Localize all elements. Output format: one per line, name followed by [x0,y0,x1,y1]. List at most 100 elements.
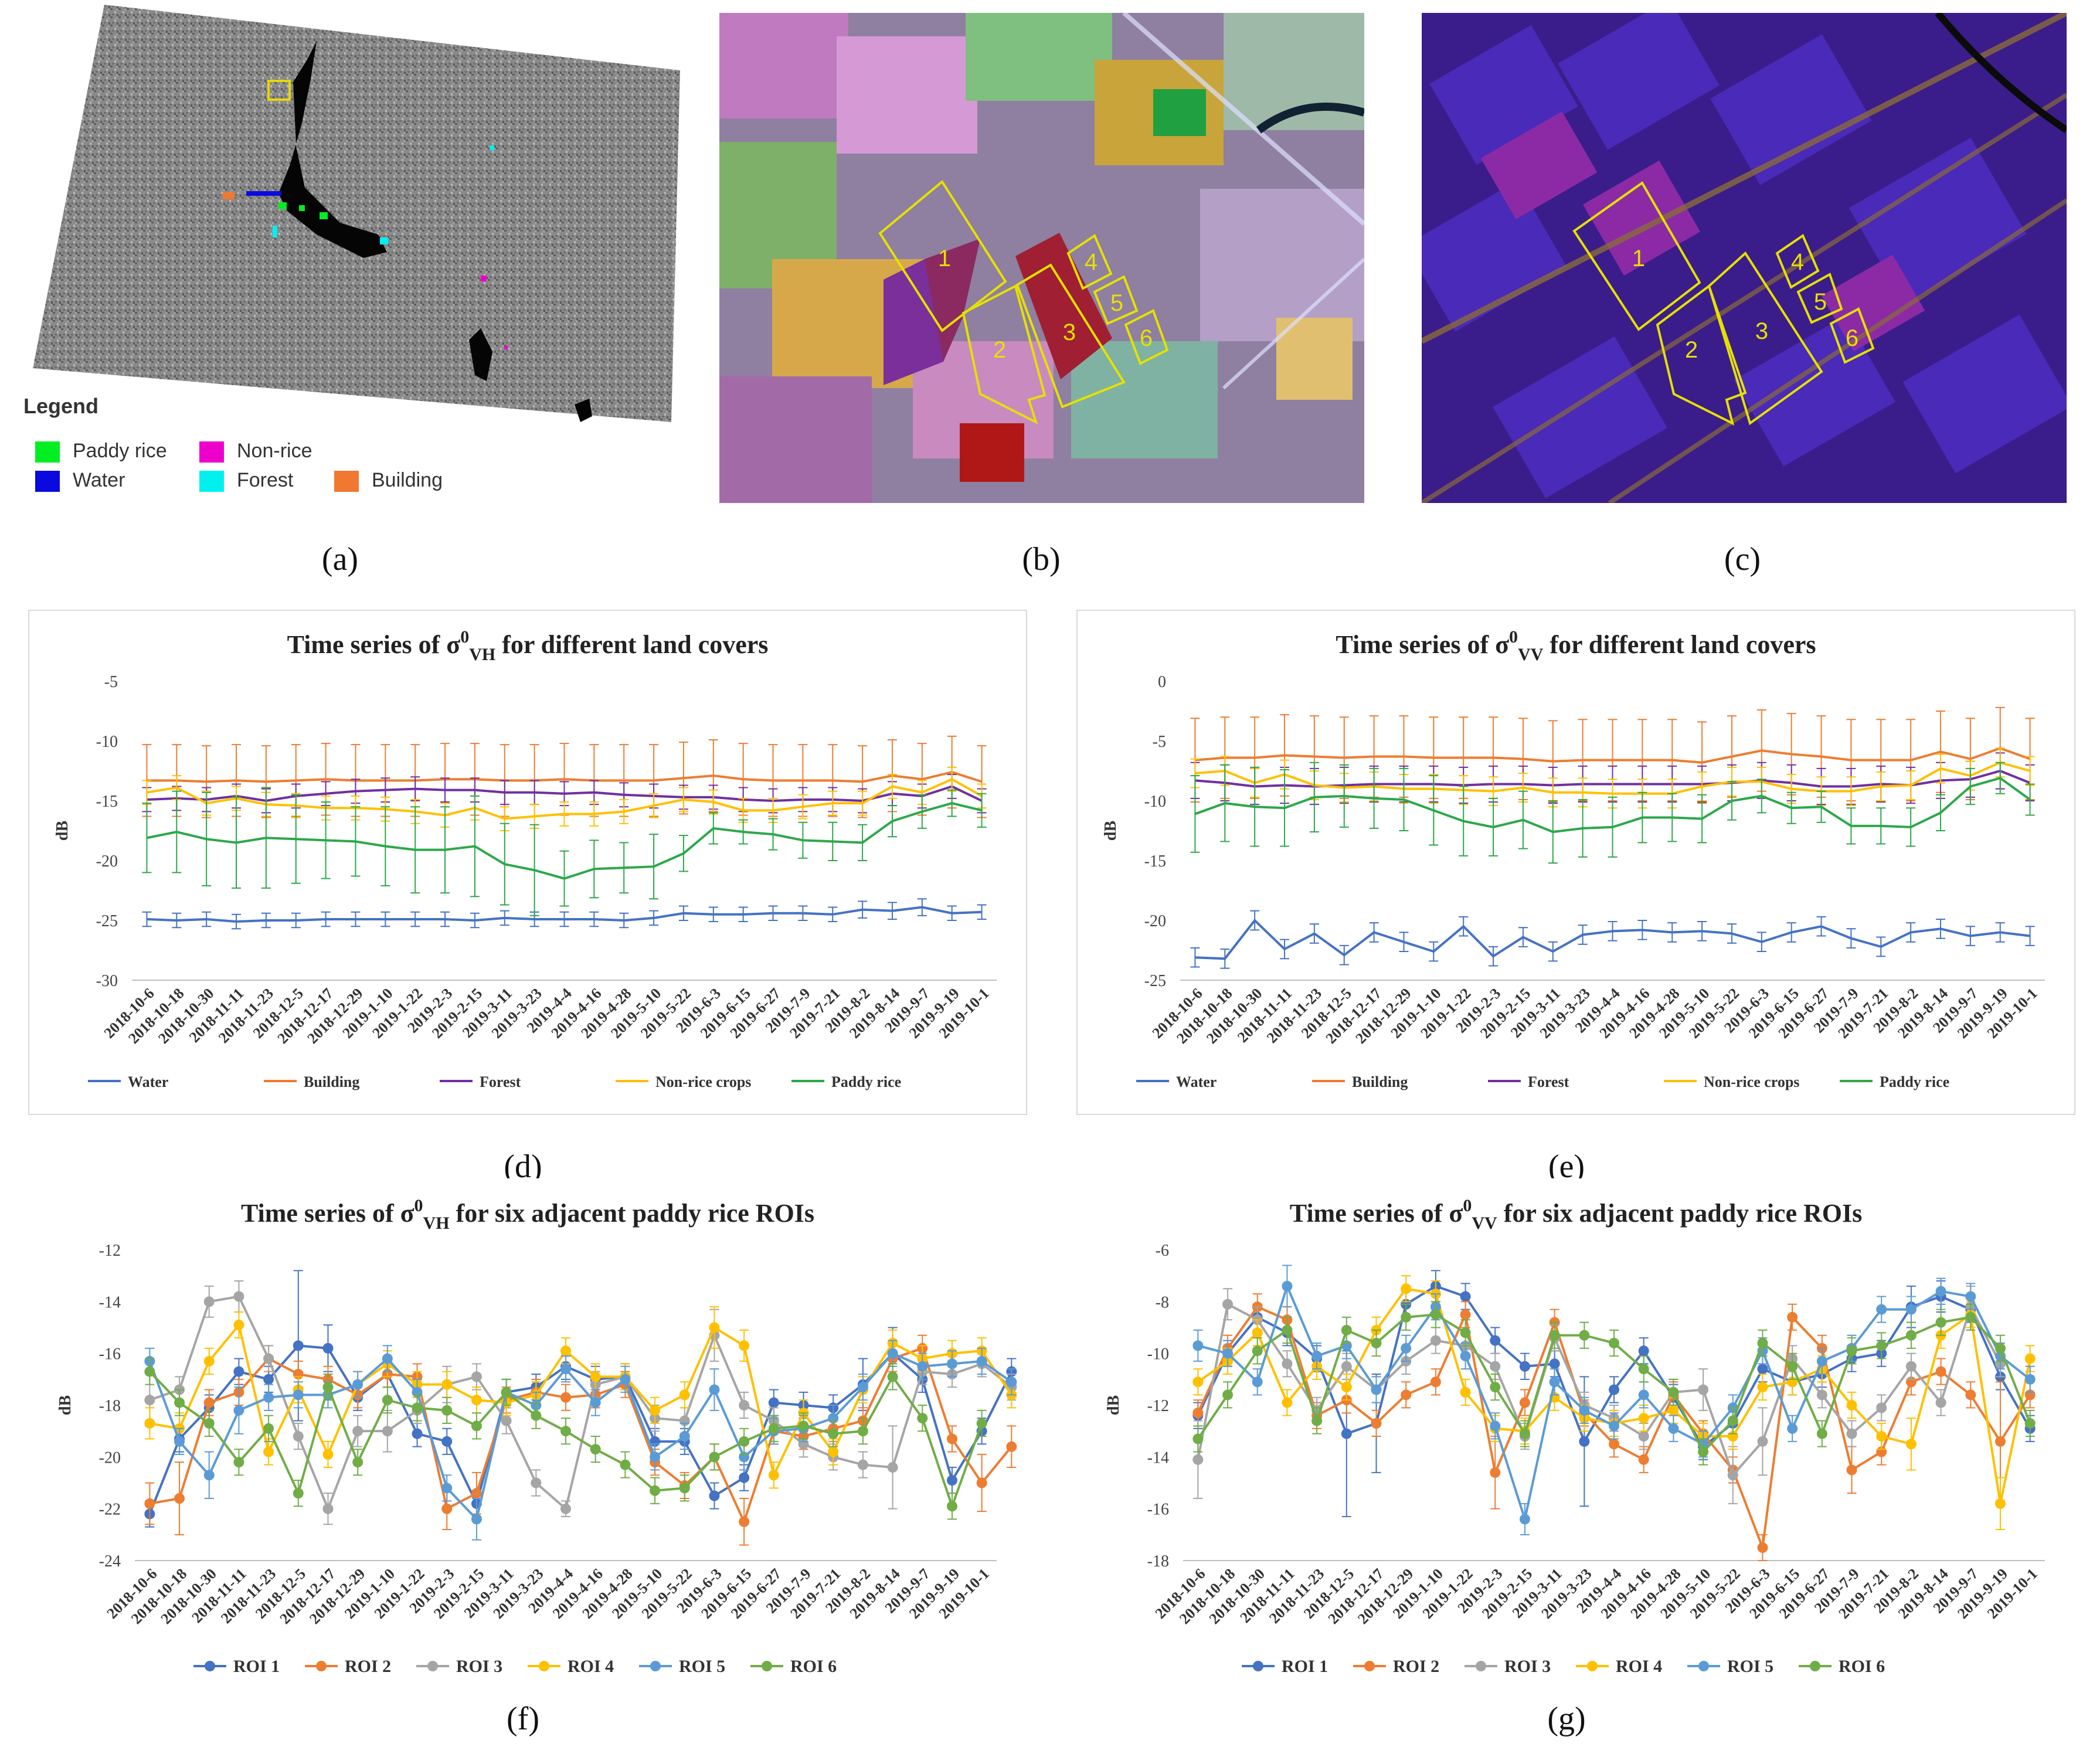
data-point [174,1436,185,1447]
roi-5-outline [1093,275,1139,325]
y-tick-label: -15 [96,793,118,811]
legend-label: ROI 3 [1504,1657,1551,1676]
data-point [1787,1361,1798,1372]
data-point [709,1490,720,1501]
data-point [263,1423,274,1434]
y-tick-label: -10 [96,733,118,751]
data-point [1757,1382,1768,1393]
data-point [322,1449,334,1460]
legend-marker [1364,1661,1375,1671]
data-point [560,1345,571,1357]
data-point [709,1384,720,1395]
data-point [174,1397,185,1408]
roi-c-label-1: 1 [1632,246,1645,271]
data-point [1638,1345,1649,1357]
data-point [1549,1376,1560,1388]
legend-item: ROI 5 [1687,1657,1773,1676]
data-point [857,1382,868,1393]
data-point [1311,1415,1323,1426]
data-point [1965,1311,1976,1323]
data-point [1192,1454,1204,1465]
y-tick-label: -30 [96,972,118,990]
data-point [1757,1542,1768,1553]
data-point [1876,1304,1887,1315]
legend-label: Water [1176,1073,1217,1090]
y-axis-label: dB [53,821,72,841]
data-point [1549,1358,1560,1369]
data-point [441,1483,453,1494]
data-point [1935,1317,1946,1328]
swatch-building [334,471,359,492]
legend-item: ROI 1 [1242,1657,1328,1676]
y-tick-label: -5 [104,673,118,691]
data-point [1401,1342,1412,1354]
legend-marker [1476,1661,1486,1671]
data-point [1371,1384,1382,1395]
y-tick-label: -10 [1144,793,1166,811]
data-point [1757,1436,1768,1447]
data-point [1430,1376,1441,1388]
legend-label: Non-rice crops [1704,1073,1799,1090]
data-point [382,1353,393,1364]
data-point [1490,1467,1501,1478]
data-point [1006,1376,1017,1388]
legend-item: ROI 4 [528,1657,614,1676]
y-tick-label: -10 [1147,1345,1169,1364]
data-point [917,1413,928,1424]
data-point [1609,1338,1619,1348]
swatch-water [35,471,60,492]
data-point [441,1503,453,1514]
data-point [2024,1353,2036,1364]
data-point [471,1395,482,1406]
data-point [1876,1340,1887,1351]
series-line [148,1344,1013,1515]
series-paddy-rice [1190,762,2035,864]
data-point [501,1415,512,1426]
data-point [1192,1433,1204,1444]
data-point [1371,1338,1382,1348]
map-legend: Legend Paddy rice Non-rice Water Forest … [23,394,492,511]
legend-label: ROI 4 [1616,1657,1662,1676]
data-point [1341,1428,1352,1439]
y-tick-label: -25 [1144,972,1166,990]
data-point [1341,1361,1352,1372]
roi-label-5: 5 [1110,290,1123,316]
data-point [1222,1348,1234,1359]
legend-marker [762,1661,772,1671]
data-point [1490,1382,1501,1393]
roi-c-label-3: 3 [1755,318,1768,344]
data-point [1460,1309,1471,1320]
data-point [1668,1405,1679,1416]
chart-d-svg: Time series of σ0VH for different land c… [53,627,997,1090]
data-point [560,1426,571,1437]
data-point [1341,1382,1352,1393]
legend-item: Paddy rice [1840,1073,1949,1090]
data-point [1192,1408,1204,1419]
chart-title: Time series of σ0VV for different land c… [1336,627,1816,664]
data-point [857,1459,868,1470]
data-point [590,1444,601,1455]
legend-label: ROI 6 [1839,1657,1885,1676]
data-point [1846,1428,1857,1439]
data-point [768,1470,779,1481]
data-point [887,1371,898,1382]
data-point [1222,1299,1234,1310]
data-point [1549,1330,1560,1341]
data-point [1846,1345,1857,1357]
data-point [412,1402,423,1413]
chart-title: Time series of σ0VV for six adjacent pad… [1290,1196,1862,1233]
data-point [1519,1397,1530,1408]
data-point [946,1501,957,1512]
data-point [1609,1420,1619,1432]
roi-c-label-6: 6 [1846,325,1858,351]
data-point [620,1374,631,1385]
series-line [1195,747,2031,764]
data-point [233,1457,244,1468]
legend-label: Forest [1528,1073,1569,1090]
legend-marker [316,1661,327,1671]
chart-g-svg: Time series of σ0VV for six adjacent pad… [1105,1196,2045,1676]
data-point [1579,1330,1590,1341]
data-point [1965,1291,1976,1302]
roi-label-6: 6 [1140,325,1153,351]
data-point [1816,1428,1827,1439]
